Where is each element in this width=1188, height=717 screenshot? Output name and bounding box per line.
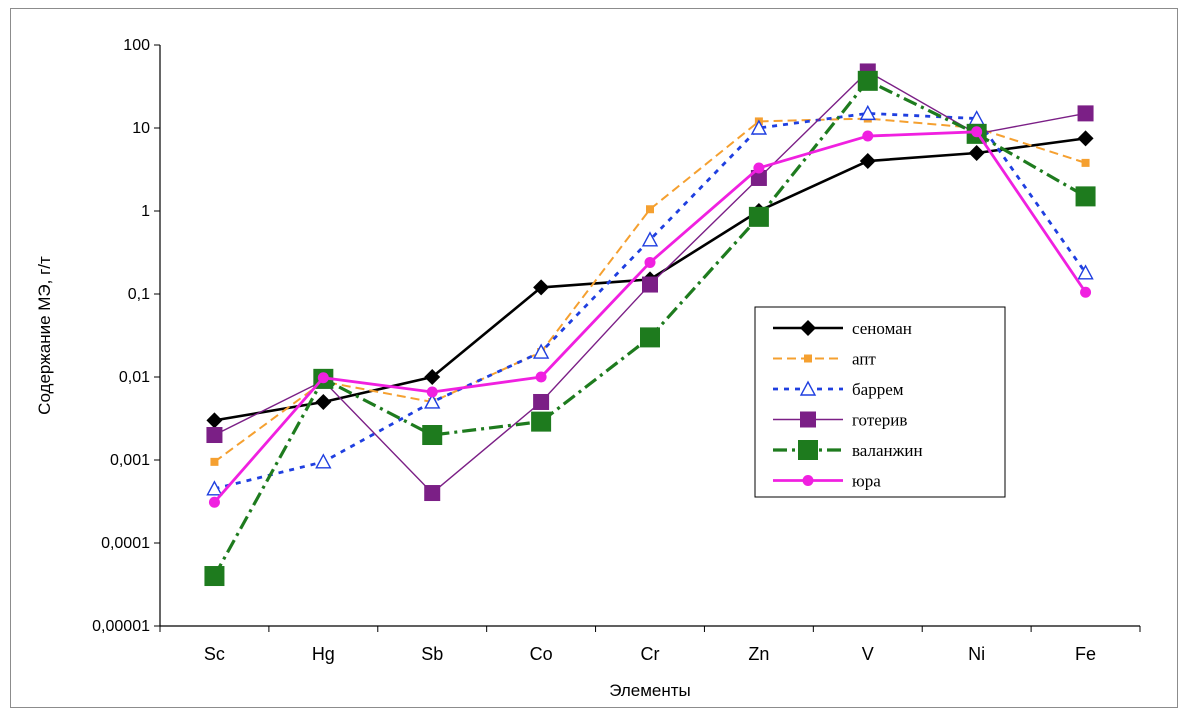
data-point [208,496,220,508]
data-point [753,162,765,174]
legend-marker [799,380,817,396]
data-point [968,144,985,161]
data-point [862,130,874,142]
data-point [646,205,654,214]
data-point [1075,186,1096,207]
legend-box [754,306,1006,498]
series-line [213,117,1086,463]
data-point [424,485,441,502]
data-point [971,126,983,138]
data-point [644,256,656,268]
data-point [859,153,876,170]
data-point [422,425,443,446]
x-tick-label: Hg [312,644,335,664]
data-point [642,276,658,293]
data-point [1077,130,1094,147]
data-point [640,327,660,348]
legend-marker [800,411,816,428]
y-tick-label: 0,01 [119,369,150,386]
data-point [1081,158,1090,167]
x-tick-label: Fe [1075,644,1096,664]
data-point [641,231,659,247]
legend-marker [802,475,814,486]
data-point [750,169,767,186]
data-point [531,411,552,432]
legend-marker [804,354,812,363]
data-point [210,457,219,466]
data-point [424,369,441,385]
data-point [533,393,550,410]
data-point [424,393,441,409]
data-point [532,343,550,359]
y-tick-label: 10 [132,120,150,137]
x-tick-label: Sc [204,644,225,664]
legend-marker [798,440,818,460]
legend-label: сеноман [852,319,912,338]
axes: 0,00001 0,0001 0,001 0,01 0,1 1 10 100 Sc Hg Sb Co C… [92,37,1141,664]
data-point [533,279,550,296]
data-point [1077,105,1094,122]
data-point [1080,286,1092,298]
x-tick-label: Sb [421,644,443,664]
series-6 [208,126,1092,508]
legend-marker [800,320,816,336]
data-point [750,119,768,135]
x-tick-label: Ni [968,644,985,664]
data-point [748,206,769,227]
y-tick-label: 0,0001 [101,535,150,552]
x-tick-label: Zn [748,644,769,664]
data-point [206,480,223,496]
data-point [204,566,225,587]
legend-label: юра [852,472,881,491]
data-point [1077,264,1094,280]
x-tick-label: Cr [641,644,660,664]
y-tick-label: 0,1 [128,286,150,303]
x-axis-title: Элементы [609,681,691,700]
data-point [206,412,223,429]
legend-label: баррем [852,380,904,399]
y-tick-label: 0,00001 [92,618,150,635]
data-point [315,453,332,469]
legend: сеноман апт баррем готерив валанжин юра [754,306,1006,498]
data-point [857,70,878,91]
data-point [315,393,332,410]
data-point [426,386,438,398]
y-tick-label: 1 [141,203,150,220]
data-point [859,104,876,121]
series-layer [204,63,1096,587]
x-tick-label: V [862,644,874,664]
legend-label: готерив [852,411,907,430]
y-tick-label: 100 [123,37,150,54]
legend-label: апт [852,350,876,369]
y-axis-title: Содержание МЭ, г/т [35,256,54,415]
data-point [535,371,547,383]
data-point [317,372,329,384]
y-tick-label: 0,001 [110,452,150,469]
x-tick-label: Co [530,644,553,664]
data-point [206,427,223,444]
legend-label: валанжин [852,441,923,460]
